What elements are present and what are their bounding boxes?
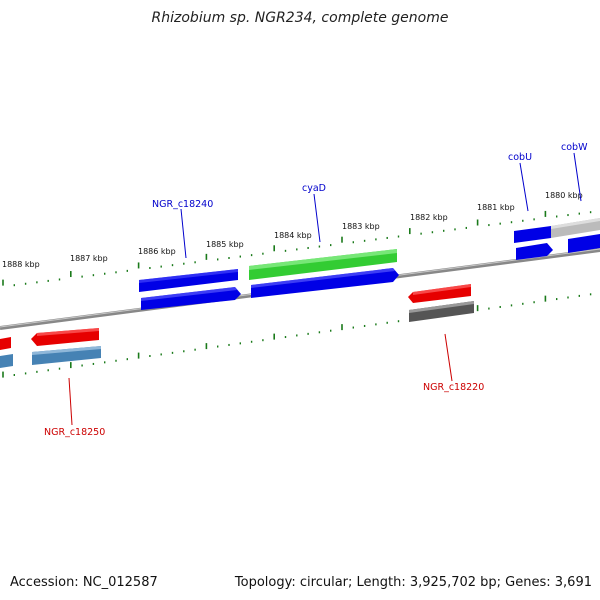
cds-NGR_c18240[interactable] xyxy=(141,287,241,310)
leader-line-NGR_c18250 xyxy=(68,377,73,426)
accession-text: Accession: NC_012587 xyxy=(10,575,158,590)
cds-left-edge-steelblue[interactable] xyxy=(0,354,13,368)
gene-label-NGR_c18250[interactable]: NGR_c18250 xyxy=(44,427,105,438)
gene-label-cyaD[interactable]: cyaD xyxy=(302,183,326,194)
ruler-label-1882: 1882 kbp xyxy=(410,213,448,222)
gene-label-cobU[interactable]: cobU xyxy=(508,152,532,163)
leader-line-NGR_c18240 xyxy=(180,208,187,259)
leader-line-NGR_c18220 xyxy=(444,333,453,382)
ruler-label-1880: 1880 kbp xyxy=(545,191,583,200)
pseudo-NGR_c18220-highlight xyxy=(409,301,474,313)
gene-label-NGR_c18240[interactable]: NGR_c18240 xyxy=(152,199,213,210)
gene-label-NGR_c18220[interactable]: NGR_c18220 xyxy=(423,382,484,393)
gene-NGR_c18220-highlight xyxy=(413,284,471,295)
genome-summary-text: Topology: circular; Length: 3,925,702 bp… xyxy=(234,575,592,590)
gene-left-edge-red[interactable] xyxy=(0,337,11,350)
cds-NGR_c18240-highlight xyxy=(141,287,237,301)
gene-cyaD-highlight xyxy=(249,249,397,270)
gene-NGR_c18250-highlight xyxy=(37,328,99,336)
gene-NGR_c18240-highlight xyxy=(139,269,238,283)
map-title: Rhizobium sp. NGR234, complete genome xyxy=(151,10,449,26)
ruler-label-1885: 1885 kbp xyxy=(206,240,244,249)
ruler-label-1888: 1888 kbp xyxy=(2,260,40,269)
ruler-label-1883: 1883 kbp xyxy=(342,222,380,231)
ruler-label-1887: 1887 kbp xyxy=(70,254,108,263)
cds-cobW[interactable] xyxy=(568,234,600,253)
leader-line-cobW xyxy=(573,152,582,202)
ruler-label-1884: 1884 kbp xyxy=(274,231,312,240)
gene-cobU[interactable] xyxy=(514,226,551,243)
cds-cobU[interactable] xyxy=(516,243,553,260)
gene-label-cobW[interactable]: cobW xyxy=(561,142,588,153)
ruler-label-1886: 1886 kbp xyxy=(138,247,176,256)
cds-NGR_c18250-highlight xyxy=(32,346,101,355)
leader-line-cyaD xyxy=(313,193,321,243)
leader-line-cobU xyxy=(519,162,529,212)
cds-cyaD-highlight xyxy=(251,268,395,288)
cds-cyaD[interactable] xyxy=(251,268,399,298)
ruler-label-1881: 1881 kbp xyxy=(477,203,515,212)
upper-tick-ruler xyxy=(2,210,592,287)
gene-cobW-highlight xyxy=(551,218,600,229)
